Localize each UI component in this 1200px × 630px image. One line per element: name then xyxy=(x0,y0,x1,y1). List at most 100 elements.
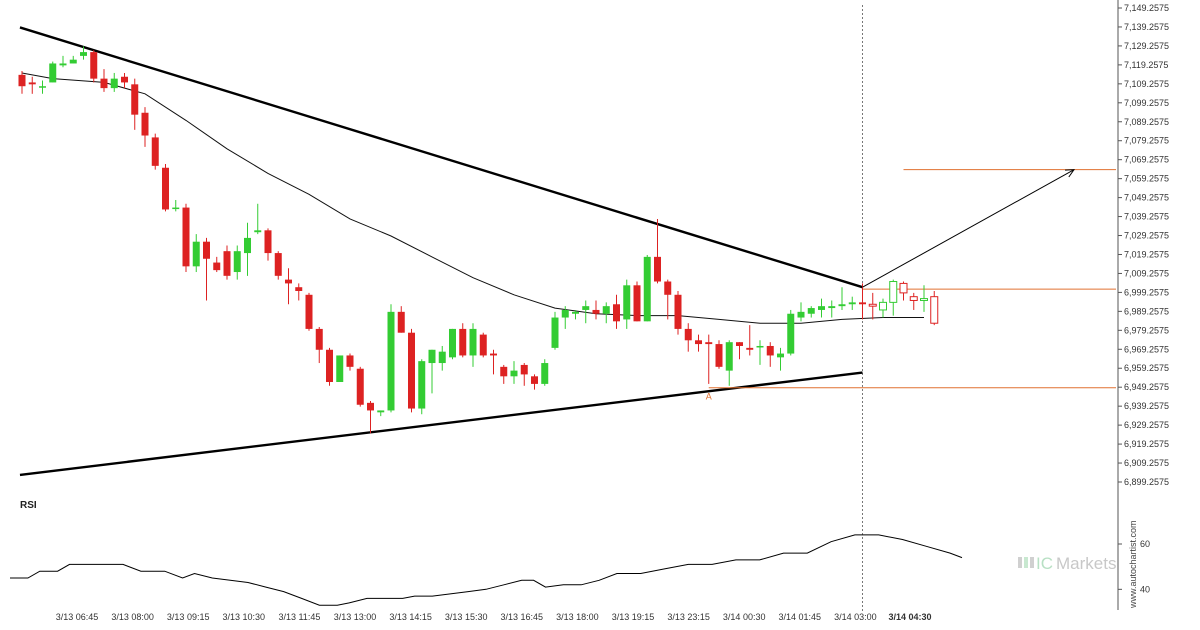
candle-body xyxy=(69,59,77,64)
candle-body xyxy=(520,364,528,375)
candle-body xyxy=(397,311,405,333)
candle xyxy=(336,355,344,383)
candle-body xyxy=(766,345,774,356)
candle xyxy=(387,304,395,413)
candle-body xyxy=(408,332,415,409)
price-tick-label: 6,959.2575 xyxy=(1124,363,1169,373)
candle-body xyxy=(18,74,26,87)
candle-body xyxy=(613,304,620,322)
candle-body xyxy=(674,294,682,329)
logo-dots-icon xyxy=(1018,557,1034,568)
candle xyxy=(223,245,231,280)
time-tick-label: 3/13 23:15 xyxy=(667,612,710,622)
candle-body xyxy=(582,306,590,310)
candle xyxy=(172,199,180,212)
candle xyxy=(141,107,149,147)
watermark-url: www.autochartist.com xyxy=(1128,520,1138,609)
candle xyxy=(80,46,87,60)
time-tick-label: 3/13 15:30 xyxy=(445,612,488,622)
candle-body xyxy=(695,340,702,345)
candle xyxy=(233,245,241,280)
candle xyxy=(131,78,139,130)
candle xyxy=(69,55,77,64)
candle-body xyxy=(746,347,754,350)
candle-body xyxy=(787,313,795,354)
candle xyxy=(633,281,641,322)
candle-body xyxy=(172,207,180,210)
price-tick-label: 7,049.2575 xyxy=(1124,193,1169,203)
time-tick-label: 3/13 08:00 xyxy=(111,612,154,622)
candle-body xyxy=(643,256,651,322)
candle xyxy=(397,306,405,333)
candle-body xyxy=(879,301,887,311)
price-tick-label: 7,059.2575 xyxy=(1124,174,1169,184)
price-tick-label: 7,069.2575 xyxy=(1124,155,1169,165)
candle xyxy=(766,342,774,367)
candle-body xyxy=(418,361,426,409)
candle-body xyxy=(244,237,251,254)
candle-body xyxy=(469,328,477,356)
candle-body xyxy=(705,342,713,345)
candle-body xyxy=(346,355,354,367)
candle-body xyxy=(572,311,579,314)
candle-body xyxy=(602,306,610,314)
logo-markets-text: Markets xyxy=(1056,554,1116,573)
time-tick-label: 3/14 04:30 xyxy=(888,612,931,622)
candle-body xyxy=(80,52,87,56)
time-tick-label: 3/13 11:45 xyxy=(278,612,320,622)
watermark: www.autochartist.com xyxy=(1128,520,1138,609)
candle-body xyxy=(141,112,149,136)
candle-body xyxy=(930,296,939,324)
candle xyxy=(797,302,805,322)
candle-body xyxy=(285,279,292,284)
candle-body xyxy=(797,311,805,318)
candle-body xyxy=(868,303,877,307)
candle xyxy=(889,279,898,316)
candle-body xyxy=(449,328,456,358)
price-tick-label: 7,019.2575 xyxy=(1124,249,1169,259)
candle xyxy=(818,298,825,318)
candle-body xyxy=(121,76,128,83)
candle-body xyxy=(684,328,692,341)
candle xyxy=(531,374,538,390)
candle-body xyxy=(828,306,836,309)
candle xyxy=(367,400,374,434)
candle xyxy=(490,349,497,375)
candle xyxy=(613,294,620,329)
candle xyxy=(469,323,477,367)
logo-ic-text: IC xyxy=(1036,554,1053,573)
candle xyxy=(305,292,313,331)
candle-body xyxy=(736,342,743,346)
rsi-plot-area: 60 40 xyxy=(10,534,1150,606)
candle xyxy=(654,218,661,284)
candle xyxy=(295,283,303,301)
price-tick-label: 7,029.2575 xyxy=(1124,231,1169,241)
candle-body xyxy=(151,137,159,166)
price-tick-label: 6,999.2575 xyxy=(1124,287,1169,297)
candle xyxy=(572,309,579,320)
candle xyxy=(90,50,98,83)
candle xyxy=(418,359,426,415)
annotation-a-label: A xyxy=(706,392,712,402)
time-tick-label: 3/14 03:00 xyxy=(834,612,877,622)
candle-body xyxy=(254,230,262,233)
candle xyxy=(356,366,364,407)
candle-body xyxy=(807,308,815,314)
moving-average-line xyxy=(21,72,924,324)
candle xyxy=(674,290,682,335)
candle xyxy=(428,349,436,394)
candle-body xyxy=(28,82,36,85)
candle-body xyxy=(715,344,723,367)
candle xyxy=(408,328,415,413)
candle xyxy=(315,327,323,364)
candle-body xyxy=(356,368,364,405)
rsi-tick-label: 40 xyxy=(1140,584,1150,594)
price-tick-label: 7,139.2575 xyxy=(1124,22,1169,32)
candle-body xyxy=(305,294,313,329)
candle-body xyxy=(920,298,928,301)
price-tick-label: 6,989.2575 xyxy=(1124,306,1169,316)
candle-body xyxy=(131,84,139,115)
time-tick-label: 3/14 00:30 xyxy=(723,612,766,622)
candle-body xyxy=(777,353,784,358)
